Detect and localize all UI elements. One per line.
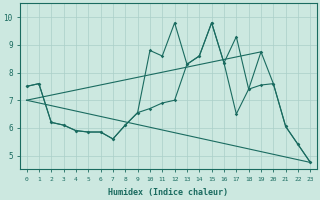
X-axis label: Humidex (Indice chaleur): Humidex (Indice chaleur): [108, 188, 228, 197]
